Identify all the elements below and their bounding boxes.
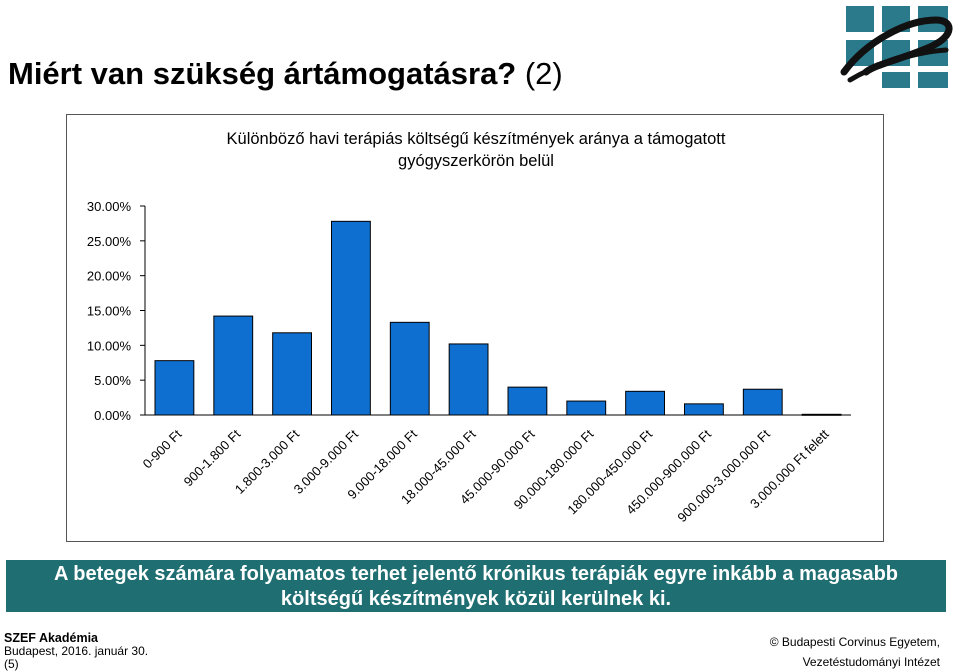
y-tick-label: 10.00% bbox=[87, 338, 132, 353]
chart-title-line2: gyógyszerkörön belül bbox=[398, 152, 554, 170]
x-tick-label: 0-900 Ft bbox=[140, 426, 185, 471]
y-tick-label: 30.00% bbox=[87, 199, 132, 214]
y-tick-label: 15.00% bbox=[87, 304, 132, 319]
callout-line2: költségű készítmények közül kerülnek ki. bbox=[280, 588, 672, 610]
footer-date: Budapest, 2016. január 30. bbox=[4, 644, 149, 658]
bar bbox=[742, 388, 783, 416]
bar bbox=[272, 332, 312, 416]
y-tick-label: 25.00% bbox=[87, 234, 132, 249]
bar bbox=[389, 321, 430, 416]
footer-page-number: (5) bbox=[4, 657, 19, 671]
footer-left: SZEF Akadémia Budapest, 2016. január 30.… bbox=[4, 632, 148, 671]
bar bbox=[625, 390, 665, 416]
bar bbox=[154, 360, 195, 416]
callout-banner: A betegek számára folyamatos terhet jele… bbox=[6, 560, 946, 612]
x-tick-label: 900-1.800 Ft bbox=[181, 426, 244, 489]
chart-frame: Különböző havi terápiás költségű készítm… bbox=[66, 114, 884, 542]
y-tick-label: 5.00% bbox=[94, 373, 131, 388]
y-tick-label: 0.00% bbox=[94, 408, 131, 423]
y-tick-label: 20.00% bbox=[87, 269, 132, 284]
bar bbox=[684, 403, 724, 416]
footer-org: SZEF Akadémia bbox=[4, 631, 99, 645]
bar-chart: Különböző havi terápiás költségű készítm… bbox=[87, 130, 851, 525]
slide-title: Miért van szükség ártámogatásra? (2) bbox=[8, 56, 563, 91]
bar bbox=[331, 220, 371, 416]
chart-title-line1: Különböző havi terápiás költségű készítm… bbox=[227, 130, 726, 148]
bar bbox=[448, 343, 489, 416]
footer-institute: Vezetéstudományi Intézet bbox=[802, 655, 940, 669]
bar bbox=[566, 400, 607, 416]
bar bbox=[507, 386, 548, 416]
university-logo bbox=[840, 6, 953, 88]
bar bbox=[213, 315, 254, 416]
callout-line1: A betegek számára folyamatos terhet jele… bbox=[53, 563, 898, 585]
footer-copyright: © Budapesti Corvinus Egyetem, bbox=[769, 635, 940, 649]
footer-right: © Budapesti Corvinus Egyetem, Vezetéstud… bbox=[770, 632, 940, 672]
